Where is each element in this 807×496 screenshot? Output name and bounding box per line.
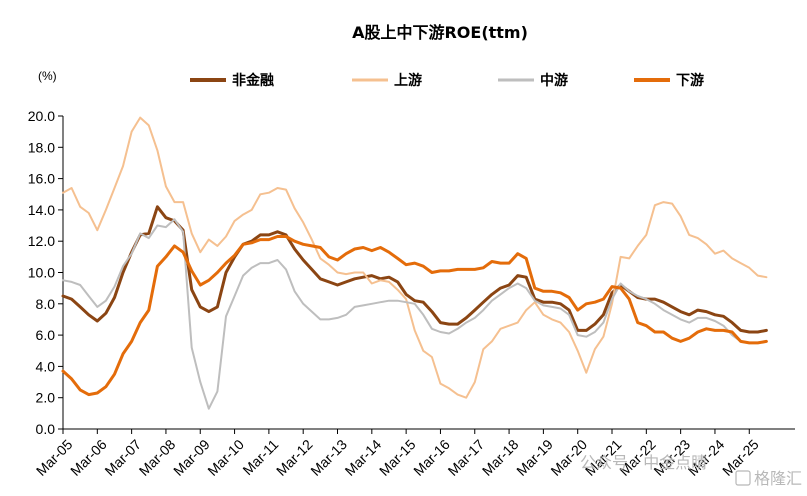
y-tick-label: 12.0 xyxy=(28,233,55,249)
watermark-logo-icon xyxy=(735,470,751,486)
legend-label: 上游 xyxy=(394,72,422,89)
x-tick-label: Mar-12 xyxy=(273,436,316,479)
x-tick-label: Mar-10 xyxy=(204,436,247,479)
y-axis-unit: (%) xyxy=(38,69,57,83)
y-tick-label: 14.0 xyxy=(28,202,55,218)
legend: 非金融 上游 中游 下游 xyxy=(190,72,704,89)
series-line-2 xyxy=(62,218,768,410)
x-tick-label: Mar-17 xyxy=(445,436,488,479)
y-tick-label: 0.0 xyxy=(36,421,56,437)
series-lines xyxy=(61,116,768,410)
x-tick-label: Mar-05 xyxy=(33,436,76,479)
x-tick-label: Mar-07 xyxy=(101,436,144,479)
watermark-text: 公众号 · 中金点睛 xyxy=(580,453,707,472)
series-line-1 xyxy=(62,116,768,399)
x-tick-label: Mar-19 xyxy=(513,436,556,479)
y-tick-label: 6.0 xyxy=(36,327,56,343)
x-tick-label: Mar-11 xyxy=(239,436,281,478)
legend-label: 非金融 xyxy=(232,72,274,89)
y-tick-label: 16.0 xyxy=(28,171,55,187)
x-tick-label: Mar-14 xyxy=(342,436,385,479)
x-tick-label: Mar-15 xyxy=(376,436,419,479)
legend-label: 中游 xyxy=(540,72,568,89)
y-tick-label: 18.0 xyxy=(28,139,55,155)
y-tick-label: 2.0 xyxy=(36,390,56,406)
y-tick-label: 20.0 xyxy=(28,108,55,124)
x-tick-label: Mar-13 xyxy=(307,436,350,479)
y-tick-label: 8.0 xyxy=(36,296,56,312)
x-tick-label: Mar-18 xyxy=(479,436,522,479)
x-tick-label: Mar-09 xyxy=(170,436,213,479)
y-tick-label: 10.0 xyxy=(28,265,55,281)
x-tick-label: Mar-08 xyxy=(136,436,179,479)
x-tick-label: Mar-16 xyxy=(410,436,453,479)
legend-label: 下游 xyxy=(676,72,704,89)
y-tick-label: 4.0 xyxy=(36,358,56,374)
series-line-3 xyxy=(61,235,768,397)
x-tick-label: Mar-06 xyxy=(67,436,110,479)
chart-title: A股上中下游ROE(ttm) xyxy=(352,23,528,42)
y-axis: 0.0 2.0 4.0 6.0 8.0 10.0 12.0 14.0 16.0 18.0 20.0 xyxy=(28,108,64,437)
watermark-logo-text: 格隆汇 xyxy=(754,469,802,488)
